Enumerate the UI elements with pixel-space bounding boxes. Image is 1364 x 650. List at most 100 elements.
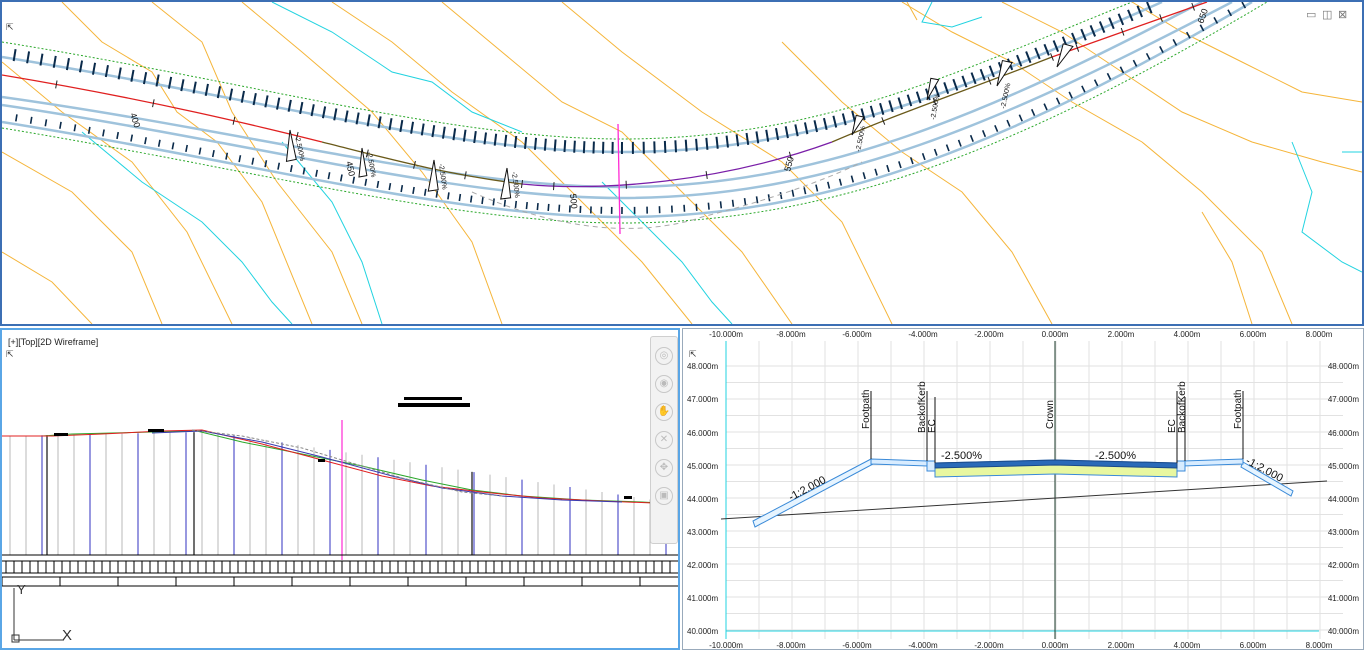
batter-tick: [400, 184, 404, 193]
x-tick: 2.000m: [1108, 330, 1135, 339]
batter-tick: [1098, 21, 1106, 33]
minimize-button[interactable]: ▭: [1306, 9, 1317, 21]
batter-tick: [1043, 43, 1050, 56]
y-tick: 40.000m: [1328, 627, 1359, 636]
batter-tick: [743, 198, 747, 206]
section-x-ticks-bottom: -10.000m -8.000m -6.000m -4.000m -2.000m…: [709, 641, 1333, 649]
left-batter: [752, 458, 874, 528]
x-tick: 0.000m: [1042, 641, 1069, 649]
batter-tick: [838, 178, 843, 186]
batter-tick: [874, 168, 878, 176]
batter-tick: [180, 79, 185, 92]
batter-tick: [435, 190, 439, 198]
orbit-icon[interactable]: ◉: [655, 375, 673, 393]
batter-tick: [573, 140, 576, 153]
batter-tick: [492, 198, 495, 206]
station-tick: [932, 97, 937, 106]
batter-tick: [1172, 38, 1178, 46]
batter-tick: [211, 150, 215, 158]
batter-tick: [198, 147, 202, 155]
batter-tick: [563, 140, 567, 153]
pan-icon[interactable]: ✋: [655, 403, 673, 421]
batter-tick: [525, 201, 528, 210]
orbit-3d-icon[interactable]: ✥: [655, 459, 673, 477]
batter-tick: [695, 138, 699, 151]
batter-tick: [558, 204, 561, 212]
batter-tick: [514, 200, 518, 209]
batter-tick: [813, 120, 819, 133]
batter-tick: [1068, 91, 1073, 99]
batter-tick: [994, 124, 999, 133]
batter-tick: [355, 112, 360, 125]
batter-tick: [1043, 103, 1048, 111]
profile-marker: [624, 496, 632, 499]
station-tick: [987, 76, 992, 85]
zoom-icon[interactable]: ✕: [655, 431, 673, 449]
section-viewport[interactable]: -10.000m -8.000m -6.000m -4.000m -2.000m…: [682, 328, 1364, 650]
station-tick: [365, 149, 369, 158]
batter-tick: [410, 121, 415, 134]
plan-drawing[interactable]: -2.500% -2.500% -2.500% -2.500% -2.500% …: [2, 2, 1362, 324]
batter-tick: [523, 136, 528, 150]
x-tick: -4.000m: [908, 641, 938, 649]
batter-tick: [289, 165, 293, 173]
section-drawing[interactable]: -10.000m -8.000m -6.000m -4.000m -2.000m…: [683, 329, 1363, 649]
showmotion-icon[interactable]: ▣: [655, 487, 673, 505]
se-label-2: -2.500%: [365, 151, 376, 178]
batter-tick: [547, 203, 550, 212]
profile-drawing[interactable]: [2, 330, 678, 648]
batter-tick: [970, 72, 977, 85]
batter-tick: [705, 137, 709, 150]
x-tick: 4.000m: [1174, 641, 1201, 649]
profile-marker: [54, 433, 68, 436]
station-tick: [1050, 53, 1054, 61]
x-tick: -10.000m: [709, 641, 743, 649]
batter-tick: [277, 162, 281, 170]
batter-tick: [192, 81, 197, 94]
navigation-bar[interactable]: ◎ ◉ ✋ ✕ ✥ ▣: [650, 336, 678, 544]
batter-tick: [399, 119, 404, 133]
batter-tick: [719, 201, 723, 209]
batter-tick: [1132, 59, 1138, 67]
batter-tick: [1025, 51, 1032, 64]
y-tick: 45.000m: [1328, 462, 1359, 471]
close-button[interactable]: ⊠: [1338, 9, 1348, 21]
viewport-label[interactable]: [+][Top][2D Wireframe]: [8, 337, 99, 347]
water-lines: [81, 2, 1362, 324]
x-tick: -6.000m: [842, 641, 872, 649]
batter-tick: [315, 169, 318, 177]
batter-tick: [276, 97, 281, 110]
batter-tick: [240, 90, 245, 103]
batter-tick: [238, 155, 242, 163]
batter-tick: [779, 191, 783, 200]
batter-tick: [684, 139, 688, 152]
offset-line: [471, 161, 863, 229]
batter-tick: [12, 49, 17, 62]
station-tick: [152, 99, 155, 108]
station-tick: [55, 80, 58, 89]
batter-tick: [906, 94, 913, 107]
y-tick: 47.000m: [1328, 395, 1359, 404]
plan-ucs-icon: ⇱: [6, 22, 14, 32]
profile-viewport[interactable]: [+][Top][2D Wireframe] ⇱ ◎ ◉ ✋ ✕ ✥ ▣ Y X: [0, 328, 680, 650]
batter-tick: [1093, 79, 1099, 87]
batter-tick: [44, 119, 48, 127]
batter-tick: [1081, 85, 1086, 93]
batter-tick: [204, 83, 209, 96]
batter-tick: [909, 157, 914, 165]
batter-tick: [784, 126, 789, 139]
batter-tick: [815, 184, 819, 192]
batter-tick: [1071, 32, 1078, 45]
batter-tick: [862, 172, 866, 180]
x-tick: -6.000m: [842, 330, 872, 339]
plan-viewport[interactable]: -2.500% -2.500% -2.500% -2.500% -2.500% …: [0, 0, 1364, 326]
restore-button[interactable]: ◫: [1322, 9, 1333, 21]
y-tick: 44.000m: [1328, 495, 1359, 504]
batter-tick: [536, 202, 539, 211]
batter-tick: [1030, 108, 1036, 116]
batter-tick: [352, 176, 356, 184]
ucs-y-label: Y: [17, 582, 26, 597]
steering-wheel-icon[interactable]: ◎: [655, 347, 673, 365]
batter-tick: [755, 131, 760, 144]
batter-tick: [228, 88, 234, 101]
